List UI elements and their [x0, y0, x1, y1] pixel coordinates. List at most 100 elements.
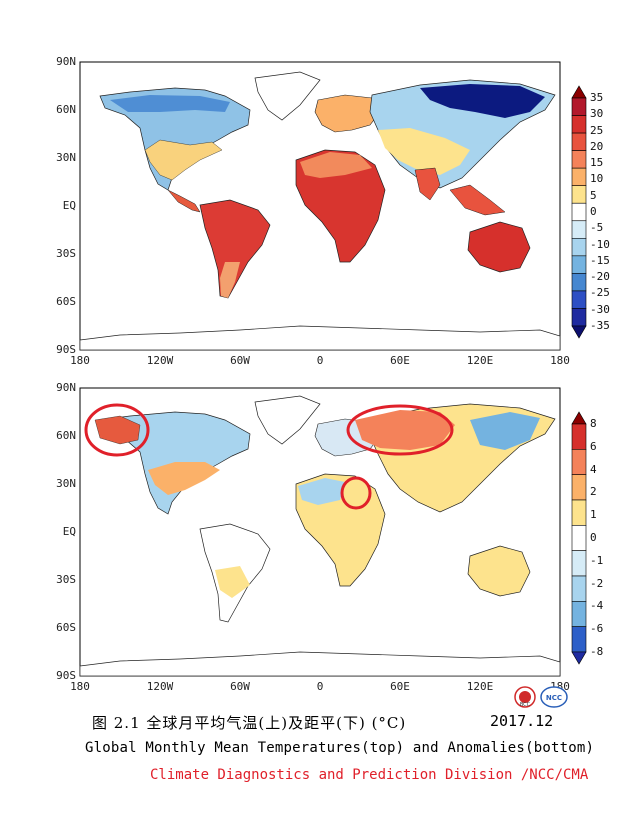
colorbar-tick-label: -5 [590, 221, 604, 235]
colorbar-tick-label: 10 [590, 172, 604, 186]
colorbar-swatch [571, 550, 587, 577]
colorbar-tick-label: -35 [590, 319, 610, 332]
lon-label: 120E [466, 680, 494, 693]
top-north-america-north [110, 95, 230, 112]
bottom-africa-north-cold [298, 478, 345, 505]
lon-label: 60W [230, 680, 250, 693]
lat-label: 90S [56, 343, 76, 356]
bottom-north-america-warm [148, 462, 220, 495]
lat-label: 60S [56, 295, 76, 308]
lon-label: 180 [550, 354, 570, 367]
bottom-australia [467, 545, 531, 597]
colorbar-swatch [571, 626, 587, 653]
colorbar-tick-label: 35 [590, 91, 604, 104]
lon-label: 0 [316, 354, 324, 367]
colorbar-min-arrow [571, 651, 587, 665]
lon-label: 180 [70, 354, 90, 367]
colorbar-swatch [571, 273, 587, 292]
bottom-alaska-warm [94, 415, 141, 445]
lon-label: 0 [316, 680, 324, 693]
top-siberia-cold [420, 84, 545, 118]
top-north-america-warm [144, 139, 223, 181]
top-map [79, 61, 561, 351]
colorbar-swatch [571, 202, 587, 222]
lat-label: EQ [62, 199, 76, 212]
lon-label: 120W [146, 354, 174, 367]
alaska-highlight [84, 403, 150, 457]
colorbar-tick-label: 2 [590, 485, 597, 499]
colorbar-tick-label: -10 [590, 237, 610, 251]
colorbar-tick-label: 8 [590, 417, 597, 430]
svg-text:BCC: BCC [520, 702, 531, 708]
bottom-greenland [254, 395, 321, 445]
middle-east-highlight [340, 476, 372, 510]
colorbar-tick-label: -8 [590, 645, 604, 658]
colorbar-tick-label: 1 [590, 508, 597, 522]
colorbar-swatch [571, 449, 587, 475]
top-europe [314, 94, 381, 133]
colorbar-swatch [571, 255, 587, 274]
colorbar-swatch [571, 499, 587, 526]
colorbar-swatch [571, 167, 587, 186]
colorbar-tick-label: -4 [590, 599, 604, 613]
lat-label: 60N [56, 103, 76, 116]
top-asia-mid [378, 128, 470, 175]
colorbar-swatch [571, 601, 587, 627]
colorbar-swatch [571, 97, 587, 116]
lon-label: 120W [146, 680, 174, 693]
colorbar-swatch [571, 474, 587, 501]
colorbar-swatch [571, 132, 587, 151]
colorbar-tick-label: 5 [590, 188, 597, 202]
colorbar-swatch [571, 290, 587, 309]
bcc-logo: BCC [514, 686, 536, 708]
lon-label: 180 [70, 680, 90, 693]
lat-label: 90N [56, 55, 76, 68]
top-greenland [254, 71, 321, 121]
colorbar-tick-label: -25 [590, 286, 610, 300]
colorbar-max-arrow [571, 411, 587, 425]
colorbar-swatch [571, 525, 587, 551]
top-se-asia [449, 184, 506, 216]
colorbar-swatch [571, 115, 587, 134]
lat-label: 30S [56, 247, 76, 260]
caption-chinese: 图 2.1 全球月平均气温(上)及距平(下) (°C) [92, 714, 407, 732]
colorbar-swatch [571, 150, 587, 169]
colorbar-tick-label: -2 [590, 576, 604, 590]
top-africa-north [300, 152, 372, 178]
top-africa [295, 149, 386, 263]
colorbar-tick-label: -1 [590, 553, 604, 567]
top-antarctica [79, 325, 561, 351]
colorbar-tick-label: 4 [590, 462, 597, 476]
caption-english: Global Monthly Mean Temperatures(top) an… [85, 740, 595, 756]
lon-label: 60E [390, 680, 410, 693]
lat-label: 30N [56, 477, 76, 490]
lon-label: 60E [390, 354, 410, 367]
colorbar-max-arrow [571, 85, 587, 99]
lon-label: 60W [230, 354, 250, 367]
colorbar-tick-label: 6 [590, 439, 597, 453]
lat-label: 30S [56, 573, 76, 586]
lat-label: 60S [56, 621, 76, 634]
top-colorbar [571, 85, 587, 339]
bottom-siberia-warm [355, 410, 455, 450]
ncc-logo: NCC [540, 686, 568, 708]
lon-label: 120E [466, 354, 494, 367]
colorbar-tick-label: 20 [590, 139, 604, 153]
lat-label: 60N [56, 429, 76, 442]
bottom-south-america-patch [215, 566, 250, 598]
colorbar-tick-label: 0 [590, 531, 597, 544]
top-central-america [167, 189, 201, 213]
lat-label: 30N [56, 151, 76, 164]
colorbar-swatch [571, 220, 587, 239]
colorbar-tick-label: 30 [590, 107, 604, 121]
colorbar-tick-label: -6 [590, 622, 604, 636]
caption-division: Climate Diagnostics and Prediction Divis… [150, 767, 589, 783]
colorbar-tick-label: -20 [590, 270, 610, 284]
colorbar-swatch [571, 423, 587, 450]
siberia-highlight [346, 404, 454, 456]
colorbar-tick-label: -30 [590, 302, 610, 316]
colorbar-tick-label: 25 [590, 123, 604, 137]
colorbar-swatch [571, 185, 587, 204]
colorbar-tick-label: 0 [590, 205, 597, 218]
lat-label: EQ [62, 525, 76, 538]
